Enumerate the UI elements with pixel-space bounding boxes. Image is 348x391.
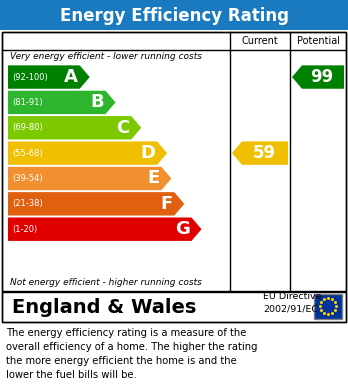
Text: EU Directive
2002/91/EC: EU Directive 2002/91/EC xyxy=(263,292,322,313)
Text: E: E xyxy=(147,169,159,187)
Text: England & Wales: England & Wales xyxy=(12,298,196,317)
Text: (21-38): (21-38) xyxy=(12,199,43,208)
Text: 59: 59 xyxy=(252,144,276,162)
Bar xyxy=(2,32,346,291)
Bar xyxy=(0,0,348,30)
Text: C: C xyxy=(116,119,129,137)
Text: D: D xyxy=(140,144,155,162)
Text: (1-20): (1-20) xyxy=(12,225,37,234)
Text: Very energy efficient - lower running costs: Very energy efficient - lower running co… xyxy=(10,52,202,61)
Text: (69-80): (69-80) xyxy=(12,123,43,132)
Polygon shape xyxy=(8,65,90,89)
Polygon shape xyxy=(8,192,184,215)
Text: G: G xyxy=(175,220,190,238)
Polygon shape xyxy=(8,217,201,241)
Text: The energy efficiency rating is a measure of the
overall efficiency of a home. T: The energy efficiency rating is a measur… xyxy=(6,328,258,380)
Text: (39-54): (39-54) xyxy=(12,174,42,183)
Bar xyxy=(2,292,346,322)
Text: (92-100): (92-100) xyxy=(12,73,48,82)
Text: (55-68): (55-68) xyxy=(12,149,43,158)
Bar xyxy=(2,32,346,322)
Polygon shape xyxy=(8,167,172,190)
Polygon shape xyxy=(8,142,167,165)
Polygon shape xyxy=(8,91,116,114)
Bar xyxy=(314,294,342,319)
Polygon shape xyxy=(8,116,141,140)
Text: Energy Efficiency Rating: Energy Efficiency Rating xyxy=(60,7,288,25)
Text: (81-91): (81-91) xyxy=(12,98,42,107)
Text: Not energy efficient - higher running costs: Not energy efficient - higher running co… xyxy=(10,278,202,287)
Text: Potential: Potential xyxy=(296,36,340,46)
Text: 99: 99 xyxy=(310,68,334,86)
Text: Current: Current xyxy=(242,36,278,46)
Polygon shape xyxy=(292,65,344,89)
Text: A: A xyxy=(64,68,78,86)
Text: F: F xyxy=(160,195,172,213)
Polygon shape xyxy=(232,142,288,165)
Text: B: B xyxy=(90,93,103,111)
